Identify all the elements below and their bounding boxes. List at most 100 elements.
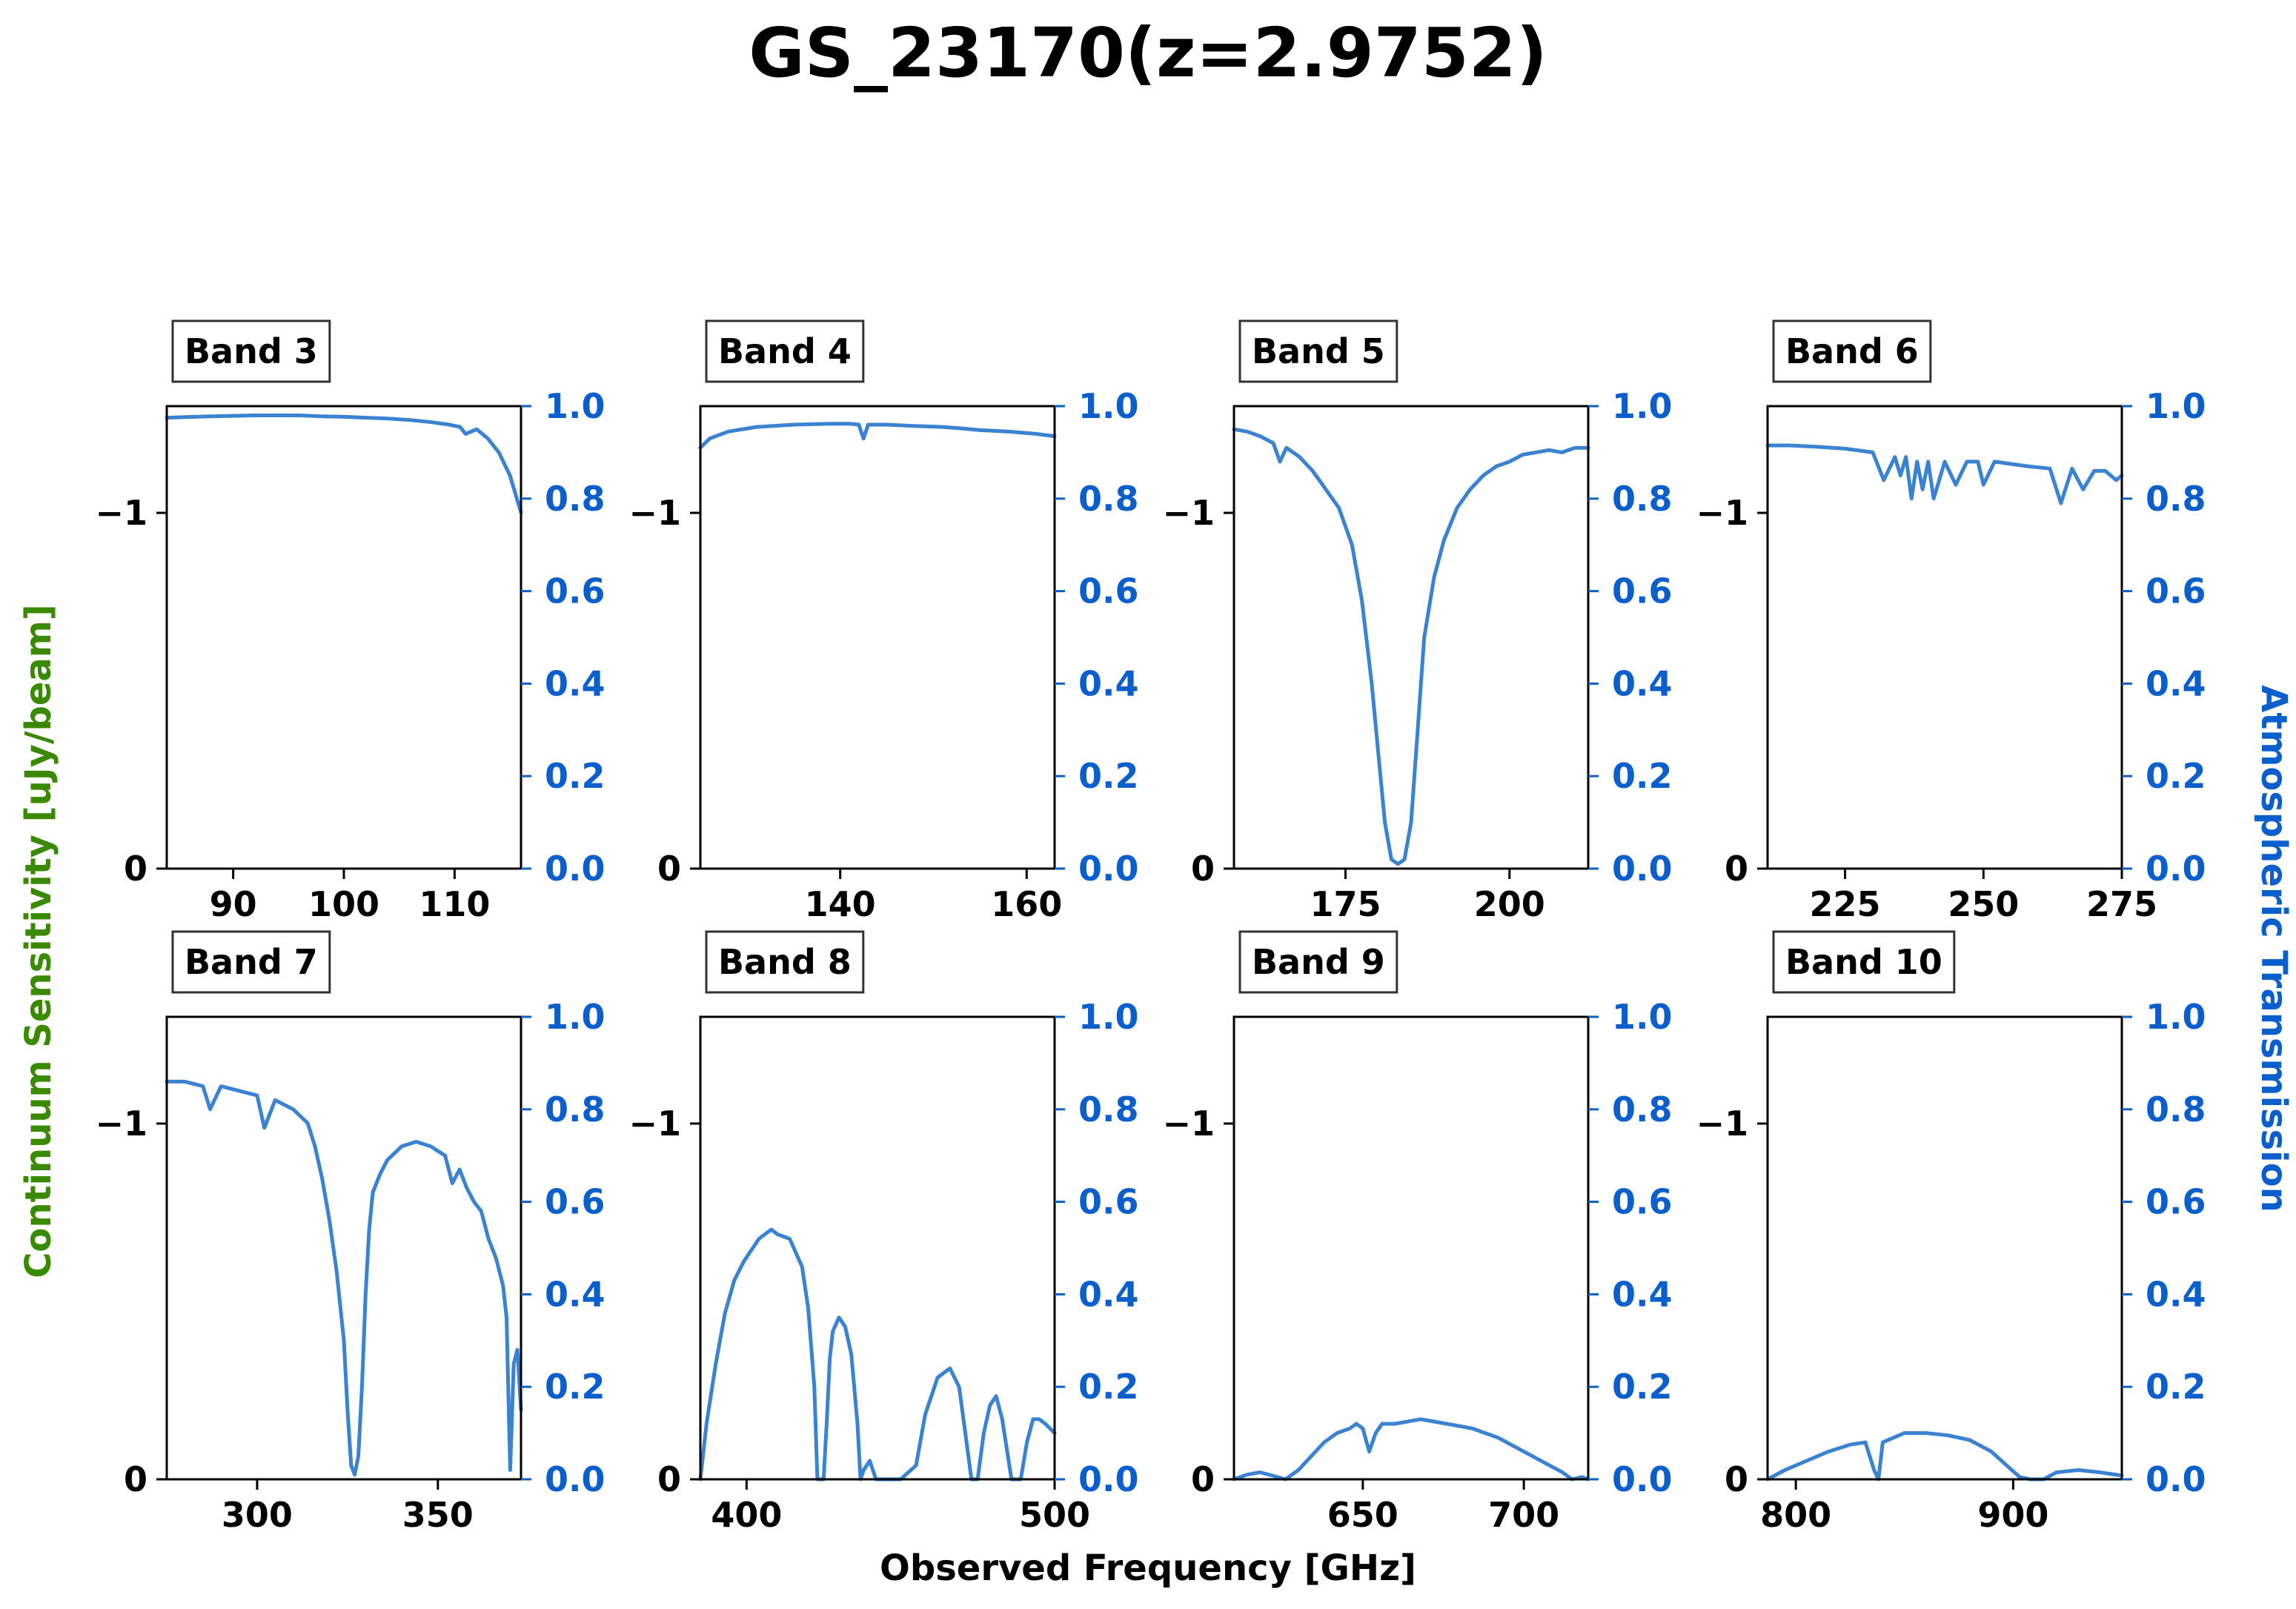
right-y-tick-label-band-10: 0.2 xyxy=(2146,1367,2206,1407)
panel-label-band-8: Band 8 xyxy=(718,942,852,982)
right-y-tick-label-band-4: 0.8 xyxy=(1078,479,1139,519)
right-y-tick-label-band-3: 0.0 xyxy=(545,849,605,889)
x-tick-label-band-6: 250 xyxy=(1948,884,2019,924)
panel-frame-band-5 xyxy=(1232,405,1590,870)
right-y-tick-label-band-3: 0.8 xyxy=(545,479,605,519)
x-tick-label-band-3: 100 xyxy=(308,884,379,924)
left-y-tick-label-band-8: −1 xyxy=(628,1104,681,1144)
x-tick-label-band-7: 350 xyxy=(402,1495,474,1535)
right-y-tick-label-band-4: 0.2 xyxy=(1078,756,1139,796)
panel-frame-band-10 xyxy=(1766,1015,2123,1481)
right-y-tick-label-band-6: 0.4 xyxy=(2146,663,2206,703)
right-y-tick-label-band-8: 1.0 xyxy=(1078,997,1139,1037)
panel-label-band-9: Band 9 xyxy=(1252,942,1385,982)
x-axis-label: Observed Frequency [GHz] xyxy=(880,1547,1416,1589)
left-y-tick-label-band-9: 0 xyxy=(1191,1459,1215,1499)
left-y-tick-label-band-4: 0 xyxy=(657,849,681,889)
transmission-curve-band-5 xyxy=(1232,427,1590,866)
left-y-tick-label-band-10: 0 xyxy=(1725,1459,1748,1499)
right-y-tick-label-band-10: 0.6 xyxy=(2146,1182,2206,1222)
panel-label-band-6: Band 6 xyxy=(1785,331,1919,371)
left-y-tick-label-band-9: −1 xyxy=(1162,1104,1215,1144)
panel-band-9: Band 9 650 700 −1 0 0.0 0.2 0.4 0.6 0.8 1.0 xyxy=(1162,930,1673,1535)
left-y-tick-label-band-4: −1 xyxy=(628,493,681,533)
right-y-tick-label-band-7: 0.8 xyxy=(545,1089,605,1129)
right-y-tick-label-band-9: 0.4 xyxy=(1612,1274,1673,1314)
right-y-tick-label-band-6: 1.0 xyxy=(2146,386,2206,426)
x-tick-label-band-8: 500 xyxy=(1019,1495,1090,1535)
right-y-tick-label-band-8: 0.4 xyxy=(1078,1274,1139,1314)
right-y-tick-label-band-5: 0.2 xyxy=(1612,756,1673,796)
right-y-tick-label-band-5: 0.4 xyxy=(1612,663,1673,703)
left-y-tick-label-band-5: 0 xyxy=(1191,849,1215,889)
left-y-tick-label-band-3: −1 xyxy=(95,493,147,533)
transmission-curve-band-3 xyxy=(165,414,523,514)
x-tick-label-band-6: 225 xyxy=(1810,884,1881,924)
right-y-tick-label-band-3: 0.4 xyxy=(545,663,605,703)
x-tick-label-band-9: 700 xyxy=(1488,1495,1559,1535)
left-y-axis-label: Continuum Sensitivity [uJy/beam] xyxy=(18,604,59,1278)
x-tick-label-band-9: 650 xyxy=(1327,1495,1398,1535)
right-y-tick-label-band-7: 0.4 xyxy=(545,1274,605,1314)
right-y-tick-label-band-8: 0.6 xyxy=(1078,1182,1139,1222)
transmission-curve-band-6 xyxy=(1765,443,2124,505)
panel-band-4: Band 4 140 160 −1 0 0.0 0.2 0.4 0.6 0.8 1.0 xyxy=(628,319,1139,924)
right-y-tick-label-band-7: 0.6 xyxy=(545,1182,605,1222)
right-y-tick-label-band-10: 0.8 xyxy=(2146,1089,2206,1129)
left-y-tick-label-band-10: −1 xyxy=(1696,1104,1748,1144)
right-y-tick-label-band-5: 1.0 xyxy=(1612,386,1673,426)
right-y-tick-label-band-4: 0.6 xyxy=(1078,571,1139,611)
panel-band-5: Band 5 175 200 −1 0 0.0 0.2 0.4 0.6 0.8 1.0 xyxy=(1162,319,1673,924)
right-y-tick-label-band-8: 0.8 xyxy=(1078,1089,1139,1129)
left-y-tick-label-band-7: 0 xyxy=(124,1459,147,1499)
right-y-tick-label-band-5: 0.6 xyxy=(1612,571,1673,611)
panel-frame-band-8 xyxy=(699,1015,1056,1481)
right-y-tick-label-band-5: 0.8 xyxy=(1612,479,1673,519)
panel-label-box-band-3 xyxy=(171,319,331,383)
x-tick-label-band-5: 175 xyxy=(1310,884,1381,924)
panel-label-box-band-5 xyxy=(1238,319,1398,383)
left-y-tick-label-band-5: −1 xyxy=(1162,493,1215,533)
panel-label-band-10: Band 10 xyxy=(1785,942,1942,982)
left-y-tick-label-band-6: −1 xyxy=(1696,493,1748,533)
panel-label-band-4: Band 4 xyxy=(718,331,852,371)
right-y-tick-label-band-6: 0.2 xyxy=(2146,756,2206,796)
panel-label-box-band-8 xyxy=(705,930,865,994)
right-y-tick-label-band-6: 0.6 xyxy=(2146,571,2206,611)
right-y-tick-label-band-7: 0.2 xyxy=(545,1367,605,1407)
right-y-tick-label-band-10: 0.0 xyxy=(2146,1459,2206,1499)
right-y-tick-label-band-10: 0.4 xyxy=(2146,1274,2206,1314)
right-y-tick-label-band-4: 0.4 xyxy=(1078,663,1139,703)
right-y-tick-label-band-10: 1.0 xyxy=(2146,997,2206,1037)
transmission-curve-band-4 xyxy=(698,422,1057,450)
right-y-tick-label-band-3: 0.2 xyxy=(545,756,605,796)
panel-frame-band-4 xyxy=(699,405,1056,870)
right-y-tick-label-band-7: 1.0 xyxy=(545,997,605,1037)
panel-label-band-7: Band 7 xyxy=(185,942,318,982)
right-y-tick-label-band-8: 0.2 xyxy=(1078,1367,1139,1407)
x-tick-label-band-3: 90 xyxy=(210,884,257,924)
x-tick-label-band-4: 160 xyxy=(991,884,1062,924)
x-tick-label-band-3: 110 xyxy=(419,884,490,924)
figure-title: GS_23170(z=2.9752) xyxy=(749,13,1547,93)
x-tick-label-band-8: 400 xyxy=(711,1495,782,1535)
x-tick-label-band-10: 800 xyxy=(1760,1495,1831,1535)
panel-label-box-band-4 xyxy=(705,319,865,383)
x-tick-label-band-10: 900 xyxy=(1977,1495,2048,1535)
transmission-curve-band-7 xyxy=(165,1079,523,1477)
panel-band-3: Band 3 90 100 110 −1 0 0.0 0.2 0.4 0.6 0.8 1.0 xyxy=(95,319,605,924)
x-tick-label-band-7: 300 xyxy=(222,1495,293,1535)
left-y-tick-label-band-8: 0 xyxy=(657,1459,681,1499)
right-y-tick-label-band-9: 0.0 xyxy=(1612,1459,1673,1499)
panel-frame-band-7 xyxy=(165,1015,522,1481)
panel-frame-band-6 xyxy=(1766,405,2123,870)
right-y-tick-label-band-9: 0.6 xyxy=(1612,1182,1673,1222)
left-y-tick-label-band-6: 0 xyxy=(1725,849,1748,889)
right-y-tick-label-band-3: 0.6 xyxy=(545,571,605,611)
left-y-tick-label-band-7: −1 xyxy=(95,1104,147,1144)
panel-label-box-band-7 xyxy=(171,930,331,994)
panel-label-box-band-10 xyxy=(1772,930,1956,994)
panel-label-band-3: Band 3 xyxy=(185,331,318,371)
